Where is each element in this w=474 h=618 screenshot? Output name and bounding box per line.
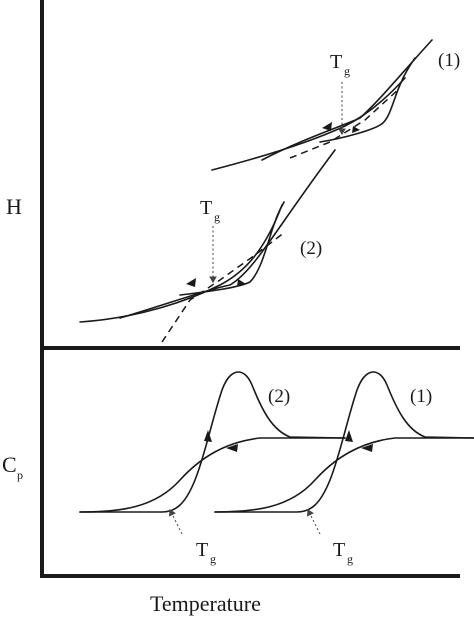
svg-text:T: T: [196, 539, 208, 561]
enthalpy-curve-2: [79, 149, 336, 343]
heating-overshoot-1: [319, 57, 416, 143]
glass-line-1: [211, 77, 406, 171]
cp-axis-label: C p: [2, 452, 23, 482]
heating-arrow-cp-1: [345, 430, 353, 442]
enthalpy-curve-1: [211, 39, 433, 171]
heating-peak-1: [214, 371, 474, 513]
svg-text:p: p: [17, 468, 23, 482]
curve-2-label-bottom: (2): [268, 386, 290, 407]
svg-text:T: T: [330, 51, 342, 73]
tg-label-bottom-2: T g: [196, 539, 216, 566]
svg-text:g: g: [344, 64, 350, 78]
curve-1-label-bottom: (1): [410, 386, 432, 407]
tg-marker-line-cp-2: [169, 509, 183, 535]
cooling-arrow-2: [186, 278, 196, 287]
svg-text:T: T: [200, 197, 212, 219]
cooling-arrow-cp-1: [361, 444, 373, 452]
cooling-arrow-1: [322, 122, 332, 131]
svg-text:C: C: [2, 452, 17, 477]
cooling-arrow-cp-2: [226, 444, 238, 452]
cp-curve-1: [214, 371, 474, 535]
glass-extrapolation-1: [289, 87, 401, 159]
cp-curve-2: [79, 371, 346, 535]
cooling-sigmoid-1: [214, 437, 474, 513]
tg-label-top-2: T g: [200, 197, 220, 224]
glass-line-2: [79, 204, 283, 323]
heating-arrow-2: [237, 279, 246, 287]
h-axis-label: H: [6, 194, 22, 219]
svg-text:g: g: [210, 552, 216, 566]
svg-text:g: g: [347, 552, 353, 566]
equilibrium-line-1: [261, 39, 433, 161]
glass-extrapolation-2: [161, 231, 286, 343]
tg-label-bottom-1: T g: [333, 539, 353, 566]
heating-arrow-cp-2: [204, 430, 212, 442]
svg-text:g: g: [214, 210, 220, 224]
x-axis-label: Temperature: [150, 591, 261, 616]
svg-text:T: T: [333, 539, 345, 561]
heating-overshoot-2: [179, 201, 285, 296]
curve-2-label-top: (2): [300, 238, 322, 259]
cooling-sigmoid-2: [79, 437, 346, 513]
heating-arrow-1: [352, 126, 360, 133]
heating-peak-2: [79, 371, 346, 513]
equilibrium-line-2: [119, 149, 336, 319]
tg-label-top-1: T g: [330, 51, 350, 78]
curve-1-label-top: (1): [438, 50, 460, 71]
tg-marker-line-cp-1: [307, 509, 321, 535]
